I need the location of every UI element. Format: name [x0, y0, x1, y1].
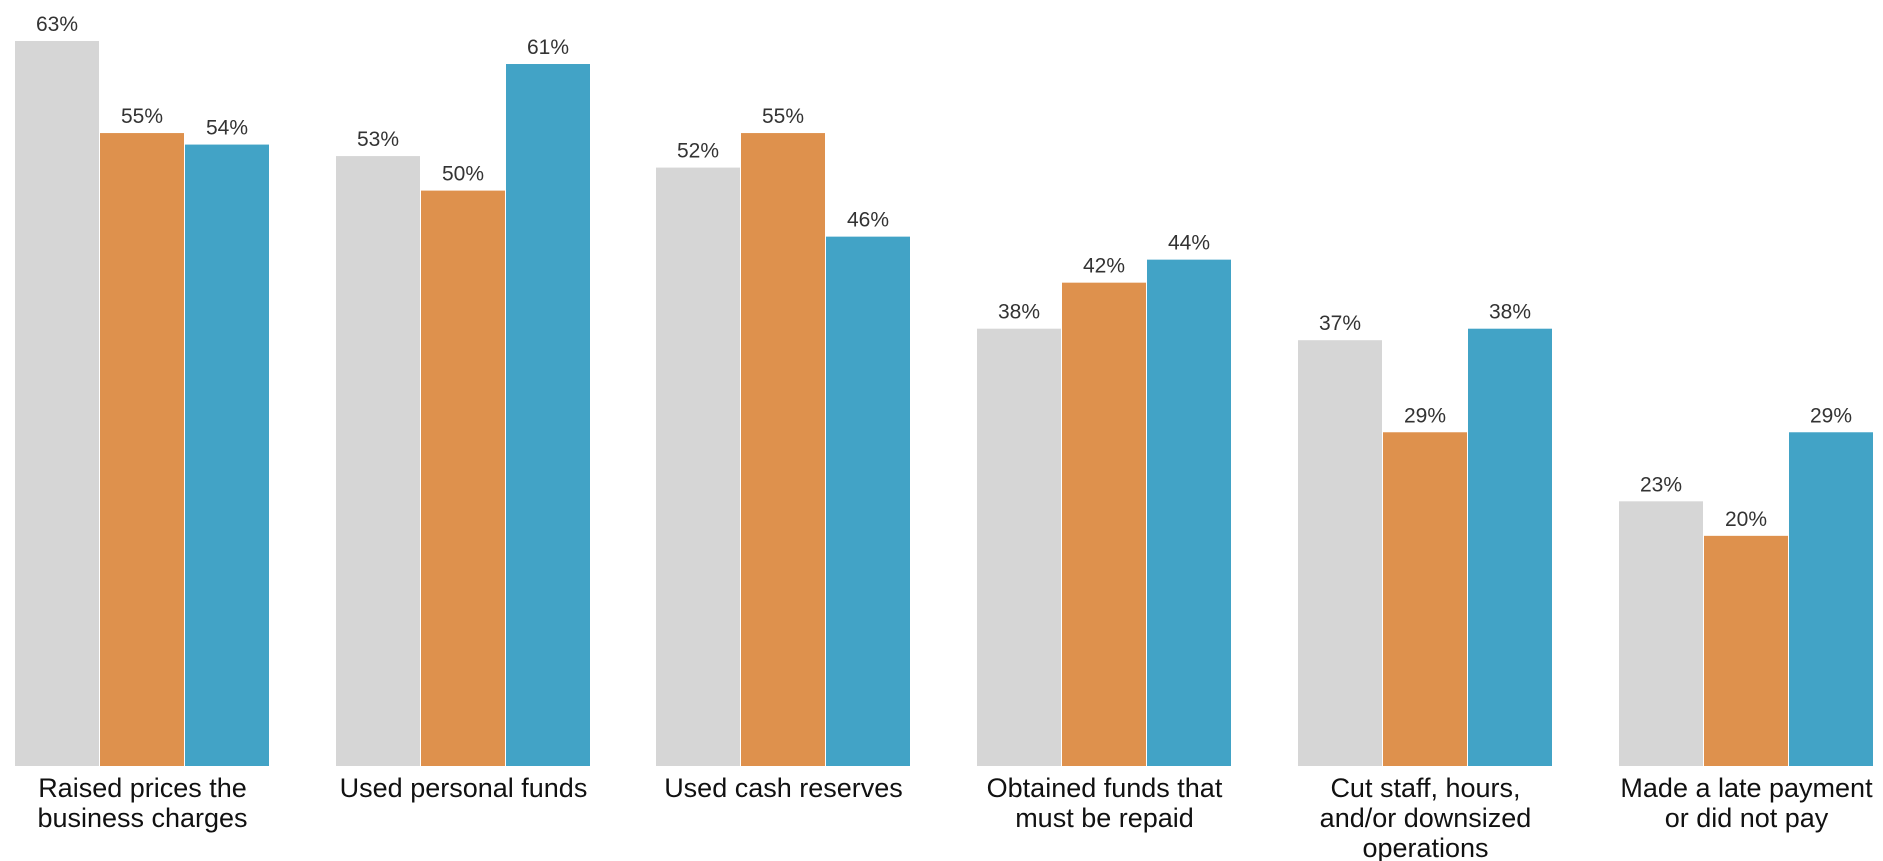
value-label-5-0: 23% [1640, 473, 1682, 496]
bar-0-2 [185, 144, 269, 767]
category-labels-layer: Raised prices the business charges Used pe… [37, 773, 1873, 861]
category-label-line: Used personal funds [340, 773, 588, 803]
value-label-0-1: 55% [121, 105, 163, 128]
category-label-0: Raised prices the business charges [37, 773, 247, 833]
bar-4-2 [1468, 328, 1552, 766]
bar-2-2 [826, 236, 910, 767]
category-label-2: Used cash reserves [664, 773, 903, 803]
value-label-4-1: 29% [1404, 404, 1446, 427]
category-label-line: or did not pay [1665, 803, 1829, 833]
category-label-line: Used cash reserves [664, 773, 903, 803]
bar-1-0 [336, 156, 420, 767]
value-label-2-0: 52% [677, 140, 719, 163]
value-label-1-0: 53% [357, 128, 399, 151]
category-label-4: Cut staff, hours, and/or downsized operati… [1320, 773, 1532, 861]
value-label-3-1: 42% [1083, 255, 1125, 278]
bar-5-2 [1789, 432, 1873, 766]
bar-1-1 [421, 190, 505, 767]
bar-3-2 [1147, 259, 1231, 766]
category-label-line: Cut staff, hours, [1330, 773, 1520, 803]
bar-2-0 [656, 167, 740, 767]
category-label-5: Made a late payment or did not pay [1620, 773, 1873, 833]
bar-5-0 [1619, 501, 1703, 766]
value-labels-layer: 63% 55% 54% 53% 50% 61% 52% 55% 46% 38% 42% 44% 37% 2… [36, 13, 1852, 531]
value-label-4-2: 38% [1489, 301, 1531, 324]
category-label-line: Made a late payment [1620, 773, 1873, 803]
bar-5-1 [1704, 535, 1788, 766]
bars-layer [15, 41, 1873, 767]
bar-1-2 [506, 64, 590, 767]
value-label-0-0: 63% [36, 13, 78, 36]
category-label-3: Obtained funds that must be repaid [987, 773, 1223, 833]
value-label-4-0: 37% [1319, 312, 1361, 335]
value-label-5-1: 20% [1725, 508, 1767, 531]
bar-0-0 [15, 41, 99, 766]
value-label-2-1: 55% [762, 105, 804, 128]
value-label-2-2: 46% [847, 209, 889, 232]
value-label-3-2: 44% [1168, 232, 1210, 255]
category-label-line: Raised prices the [38, 773, 247, 803]
value-label-3-0: 38% [998, 301, 1040, 324]
bar-4-1 [1383, 432, 1467, 766]
bar-4-0 [1298, 340, 1382, 766]
category-label-1: Used personal funds [340, 773, 588, 803]
bar-0-1 [100, 133, 184, 767]
value-label-1-1: 50% [442, 163, 484, 186]
category-label-line: operations [1362, 833, 1488, 861]
bar-3-0 [977, 328, 1061, 766]
category-label-line: Obtained funds that [987, 773, 1223, 803]
bar-2-1 [741, 133, 825, 767]
value-label-0-2: 54% [206, 117, 248, 140]
bar-3-1 [1062, 282, 1146, 766]
category-label-line: business charges [37, 803, 247, 833]
value-label-1-2: 61% [527, 36, 569, 59]
value-label-5-2: 29% [1810, 404, 1852, 427]
category-label-line: must be repaid [1015, 803, 1194, 833]
category-label-line: and/or downsized [1320, 803, 1532, 833]
